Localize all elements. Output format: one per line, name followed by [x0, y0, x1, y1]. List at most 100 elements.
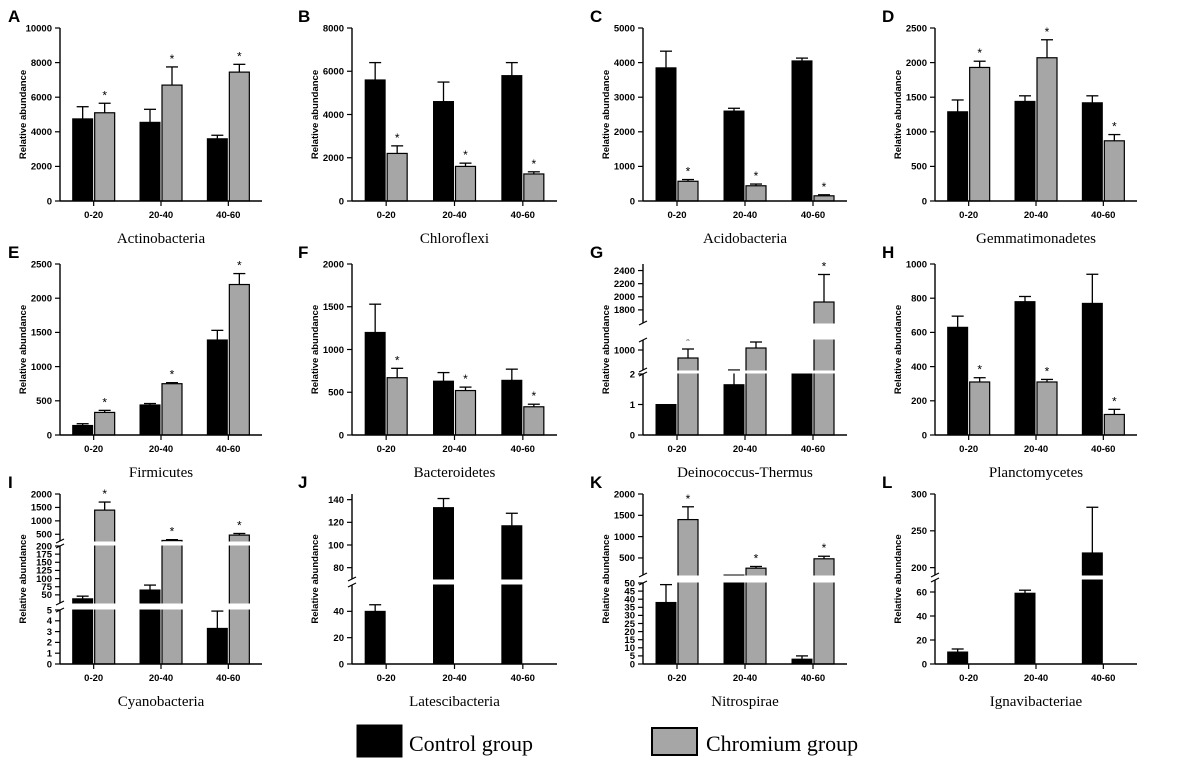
- panel-i-ytick-label-5: 5: [47, 605, 53, 616]
- panel-a-bar-control-40-60: [206, 138, 228, 202]
- panel-l-category-40-60: 40-60: [1091, 673, 1115, 684]
- panel-f-bar-control-20-40: [433, 380, 454, 436]
- panel-f-xlabel: Bacteroidetes: [414, 465, 496, 481]
- panel-g-ytick-label-0: 0: [630, 430, 635, 441]
- panel-i-ytick-label-2000: 2000: [31, 489, 52, 500]
- panel-e-bar-chromium-40-60: [228, 283, 250, 436]
- panel-f-bar-control-0-20: [364, 331, 386, 436]
- panel-i-letter: I: [8, 473, 13, 492]
- panel-l-bar-control-20-40: [1014, 592, 1036, 665]
- panel-h-bar-control-40-60: [1081, 302, 1103, 436]
- panel-e-ylabel: Relative abundance: [18, 305, 29, 394]
- panel-h-ylabel: Relative abundance: [893, 305, 904, 394]
- panel-c-ytick-label-0: 0: [630, 196, 635, 207]
- panel-a-ytick-label-10000: 10000: [26, 23, 52, 34]
- panel-l-ytick-label-250: 250: [911, 526, 927, 537]
- panel-h: Relative abundance H * 0-20 * 20-40 * 40-60 0 200…: [882, 243, 1137, 481]
- panel-d-bar-control-40-60: [1081, 102, 1103, 202]
- panel-k-ytick-label-50: 50: [624, 578, 635, 589]
- panel-c-ytick-label-3000: 3000: [614, 93, 635, 104]
- panel-g-ytick-label-1000: 1000: [614, 345, 635, 356]
- panel-a-letter: A: [8, 7, 20, 26]
- panel-b-xlabel: Chloroflexi: [420, 231, 489, 247]
- panel-f-ytick-label-0: 0: [339, 430, 344, 441]
- panel-e-category-0-20: 0-20: [84, 444, 103, 455]
- panel-g-ytick-label-1800: 1800: [614, 305, 635, 316]
- panel-i-ytick-label-500: 500: [36, 530, 52, 541]
- panel-d-bar-chromium-0-20: [969, 66, 991, 202]
- panel-h-ytick-label-400: 400: [911, 362, 927, 373]
- panel-c-category-0-20: 0-20: [667, 210, 686, 221]
- panel-i-sig-40-60: *: [237, 518, 242, 532]
- panel-g-break-mark-1: [638, 337, 648, 343]
- panel-f-sig-0-20: *: [395, 353, 400, 367]
- panel-f-sig-20-40: *: [463, 372, 468, 386]
- panel-c-xlabel: Acidobacteria: [703, 231, 787, 247]
- panel-k-ytick-label-45: 45: [624, 586, 635, 597]
- panel-j-category-0-20: 0-20: [377, 673, 396, 684]
- panels-group: Relative abundanceA*0-20*20-40*40-600200…: [8, 7, 1137, 710]
- panel-a-bar-chromium-0-20: [94, 112, 116, 202]
- panel-k-bar-control-0-20: [655, 601, 677, 665]
- panel-i-bar-control-40-60: [206, 627, 228, 665]
- panel-i-ytick-label-4: 4: [47, 616, 53, 627]
- panel-l-axis-break-0: [929, 575, 1137, 580]
- panel-l-ytick-label-0: 0: [922, 659, 927, 670]
- panel-k-sig-0-20: *: [686, 492, 691, 506]
- panel-g-sig-40-60: *: [822, 259, 827, 273]
- panel-h-bar-control-20-40: [1014, 301, 1036, 436]
- panel-i-ytick-label-0: 0: [47, 659, 52, 670]
- legend: Control group Chromium group: [356, 724, 858, 758]
- panel-k-ytick-label-40: 40: [624, 595, 635, 606]
- panel-e-bar-control-20-40: [139, 404, 161, 436]
- panel-d-ytick-label-0: 0: [922, 196, 927, 207]
- panel-a-ylabel: Relative abundance: [18, 70, 29, 159]
- panel-k-ytick-label-15: 15: [624, 635, 635, 646]
- panel-a-ytick-label-0: 0: [47, 196, 52, 207]
- panel-k-category-40-60: 40-60: [801, 673, 825, 684]
- panel-l-break-mark-0: [930, 577, 940, 583]
- panel-g-bar-control-20-40: [723, 384, 745, 436]
- panel-i-bar-chromium-20-40: [161, 539, 183, 665]
- panel-i-sig-20-40: *: [170, 525, 175, 539]
- panel-a-ytick-label-8000: 8000: [31, 58, 52, 69]
- panel-b-ylabel: Relative abundance: [310, 70, 321, 159]
- panel-a-category-0-20: 0-20: [84, 210, 103, 221]
- panel-k-bar-chromium-20-40: [745, 567, 767, 665]
- panel-k-ytick-label-25: 25: [624, 619, 635, 630]
- panel-g-category-20-40: 20-40: [733, 444, 757, 455]
- panel-c-sig-20-40: *: [754, 169, 759, 183]
- panel-f-bar-chromium-40-60: [523, 406, 545, 436]
- panel-j: Relative abundance J 0-20 20-40 40-60 0 20 40 80…: [298, 473, 557, 710]
- panel-g-bar-control-0-20: [655, 404, 677, 436]
- panel-j-ytick-label-80: 80: [333, 563, 344, 574]
- panel-f-category-20-40: 20-40: [442, 444, 466, 455]
- panel-k-ytick-label-500: 500: [619, 553, 635, 564]
- panel-d-bar-control-0-20: [947, 111, 969, 202]
- panel-k-ytick-label-1500: 1500: [614, 511, 635, 522]
- panel-j-category-20-40: 20-40: [442, 673, 466, 684]
- panel-b-sig-40-60: *: [531, 157, 536, 171]
- panel-b-category-20-40: 20-40: [442, 210, 466, 221]
- panel-i: Relative abundance I * 0-20 * 20-40 * 40-60 0123…: [8, 473, 262, 710]
- panel-e-category-40-60: 40-60: [216, 444, 240, 455]
- panel-c-ytick-label-1000: 1000: [614, 162, 635, 173]
- panel-l-bar-control-40-60: [1081, 552, 1103, 665]
- panel-i-ytick-label-125: 125: [36, 566, 53, 577]
- panel-g-ytick-label-2: 2: [630, 369, 635, 380]
- panel-k-sig-40-60: *: [822, 541, 827, 555]
- panel-a-category-20-40: 20-40: [149, 210, 173, 221]
- panel-g: Relative abundanceG*0-20*20-40*40-600121…: [590, 243, 847, 481]
- panel-e-category-20-40: 20-40: [149, 444, 173, 455]
- panel-c-bar-control-0-20: [655, 67, 677, 202]
- panel-g-bar-control-40-60: [791, 373, 813, 436]
- panel-l-xlabel: Ignavibacteriae: [990, 694, 1083, 710]
- panel-d-category-40-60: 40-60: [1091, 210, 1115, 221]
- panel-c-bar-chromium-0-20: [677, 180, 699, 202]
- panel-e-xlabel: Firmicutes: [129, 465, 193, 481]
- panel-k-xlabel: Nitrospirae: [711, 694, 779, 710]
- panel-h-category-0-20: 0-20: [959, 444, 978, 455]
- panel-j-break-mark-0: [347, 582, 357, 588]
- panel-b-bar-control-0-20: [364, 79, 386, 202]
- panel-j-ytick-label-40: 40: [333, 607, 344, 618]
